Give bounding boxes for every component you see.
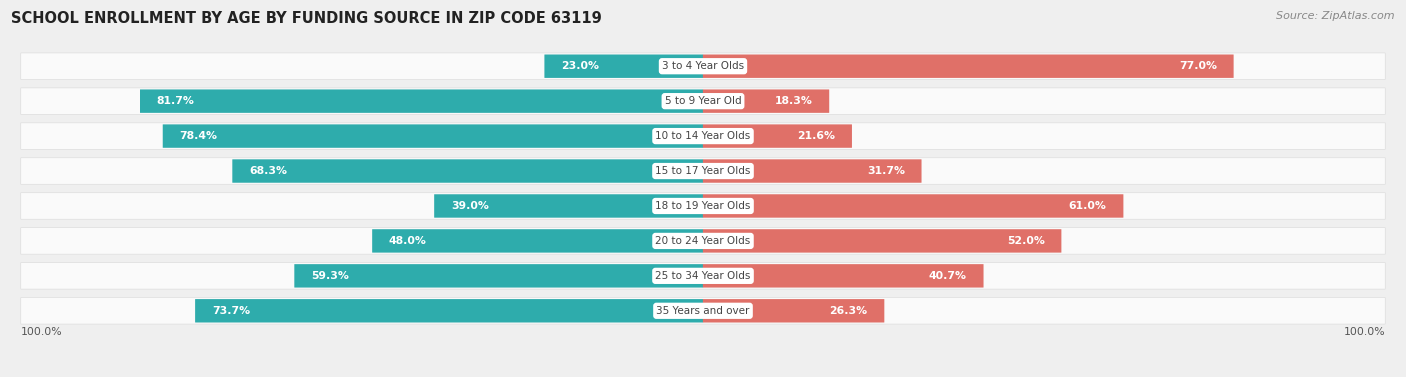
Text: 3 to 4 Year Olds: 3 to 4 Year Olds (662, 61, 744, 71)
Text: 40.7%: 40.7% (929, 271, 967, 281)
Text: Source: ZipAtlas.com: Source: ZipAtlas.com (1277, 11, 1395, 21)
FancyBboxPatch shape (373, 229, 703, 253)
FancyBboxPatch shape (21, 262, 1385, 289)
Text: 77.0%: 77.0% (1180, 61, 1218, 71)
Text: 21.6%: 21.6% (797, 131, 835, 141)
FancyBboxPatch shape (544, 55, 703, 78)
FancyBboxPatch shape (21, 123, 1385, 149)
Text: 15 to 17 Year Olds: 15 to 17 Year Olds (655, 166, 751, 176)
Text: 18 to 19 Year Olds: 18 to 19 Year Olds (655, 201, 751, 211)
FancyBboxPatch shape (21, 297, 1385, 324)
Text: 5 to 9 Year Old: 5 to 9 Year Old (665, 96, 741, 106)
FancyBboxPatch shape (21, 228, 1385, 254)
FancyBboxPatch shape (21, 53, 1385, 80)
FancyBboxPatch shape (703, 264, 984, 288)
FancyBboxPatch shape (703, 89, 830, 113)
FancyBboxPatch shape (703, 124, 852, 148)
Text: 59.3%: 59.3% (311, 271, 349, 281)
FancyBboxPatch shape (21, 88, 1385, 115)
Text: 81.7%: 81.7% (156, 96, 194, 106)
FancyBboxPatch shape (232, 159, 703, 183)
Text: 35 Years and over: 35 Years and over (657, 306, 749, 316)
FancyBboxPatch shape (21, 158, 1385, 184)
FancyBboxPatch shape (141, 89, 703, 113)
Text: 68.3%: 68.3% (249, 166, 287, 176)
FancyBboxPatch shape (434, 194, 703, 218)
Text: SCHOOL ENROLLMENT BY AGE BY FUNDING SOURCE IN ZIP CODE 63119: SCHOOL ENROLLMENT BY AGE BY FUNDING SOUR… (11, 11, 602, 26)
Text: 18.3%: 18.3% (775, 96, 813, 106)
Text: 73.7%: 73.7% (212, 306, 250, 316)
Text: 100.0%: 100.0% (1343, 328, 1385, 337)
Text: 25 to 34 Year Olds: 25 to 34 Year Olds (655, 271, 751, 281)
FancyBboxPatch shape (195, 299, 703, 322)
FancyBboxPatch shape (703, 229, 1062, 253)
Text: 31.7%: 31.7% (868, 166, 905, 176)
Text: 52.0%: 52.0% (1007, 236, 1045, 246)
Text: 39.0%: 39.0% (451, 201, 489, 211)
Text: 26.3%: 26.3% (830, 306, 868, 316)
Text: 20 to 24 Year Olds: 20 to 24 Year Olds (655, 236, 751, 246)
Text: 48.0%: 48.0% (389, 236, 426, 246)
Text: 100.0%: 100.0% (21, 328, 63, 337)
Text: 23.0%: 23.0% (561, 61, 599, 71)
Text: 78.4%: 78.4% (180, 131, 218, 141)
Text: 61.0%: 61.0% (1069, 201, 1107, 211)
FancyBboxPatch shape (294, 264, 703, 288)
FancyBboxPatch shape (163, 124, 703, 148)
FancyBboxPatch shape (703, 299, 884, 322)
FancyBboxPatch shape (21, 193, 1385, 219)
FancyBboxPatch shape (703, 194, 1123, 218)
FancyBboxPatch shape (703, 159, 921, 183)
Text: 10 to 14 Year Olds: 10 to 14 Year Olds (655, 131, 751, 141)
FancyBboxPatch shape (703, 55, 1233, 78)
